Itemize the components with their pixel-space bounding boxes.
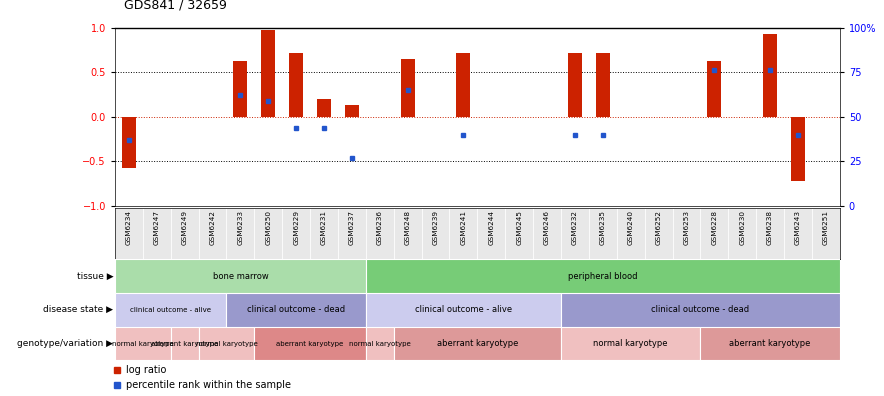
Text: GSM6233: GSM6233	[238, 210, 243, 246]
Bar	[171, 208, 199, 259]
Text: clinical outcome - dead: clinical outcome - dead	[247, 305, 346, 314]
Text: peripheral blood: peripheral blood	[568, 272, 637, 281]
Text: GDS841 / 32659: GDS841 / 32659	[124, 0, 226, 12]
Bar	[568, 53, 582, 117]
Bar	[728, 208, 756, 259]
Text: disease state ▶: disease state ▶	[43, 305, 113, 314]
Text: GSM6228: GSM6228	[712, 210, 717, 246]
Text: GSM6246: GSM6246	[544, 210, 550, 246]
Text: GSM6231: GSM6231	[321, 210, 327, 246]
Text: percentile rank within the sample: percentile rank within the sample	[126, 380, 291, 390]
Bar	[199, 208, 226, 259]
Bar	[756, 208, 784, 259]
Bar	[707, 61, 721, 117]
Text: GSM6232: GSM6232	[572, 210, 578, 246]
Bar	[400, 59, 415, 117]
Bar	[393, 208, 422, 259]
Text: GSM6247: GSM6247	[154, 210, 160, 246]
Bar	[233, 61, 248, 117]
Text: aberrant karyotype: aberrant karyotype	[151, 341, 218, 346]
Text: bone marrow: bone marrow	[212, 272, 268, 281]
Text: GSM6249: GSM6249	[181, 210, 187, 246]
Text: normal karyotype: normal karyotype	[593, 339, 668, 348]
Bar	[812, 208, 840, 259]
Bar	[506, 208, 533, 259]
Text: clinical outcome - alive: clinical outcome - alive	[130, 307, 211, 313]
Text: normal karyotype: normal karyotype	[195, 341, 257, 346]
Bar	[561, 327, 700, 360]
Text: GSM6234: GSM6234	[126, 210, 132, 246]
Text: GSM6238: GSM6238	[767, 210, 774, 246]
Bar	[366, 327, 393, 360]
Bar	[226, 208, 255, 259]
Bar	[393, 327, 561, 360]
Text: GSM6230: GSM6230	[739, 210, 745, 246]
Bar	[282, 208, 310, 259]
Text: genotype/variation ▶: genotype/variation ▶	[17, 339, 113, 348]
Bar	[289, 53, 303, 117]
Bar	[449, 208, 477, 259]
Bar	[115, 293, 226, 327]
Bar	[561, 293, 840, 327]
Text: aberrant karyotype: aberrant karyotype	[437, 339, 518, 348]
Bar	[477, 208, 506, 259]
Bar	[589, 208, 617, 259]
Text: GSM6244: GSM6244	[488, 210, 494, 246]
Text: GSM6248: GSM6248	[405, 210, 411, 246]
Text: GSM6242: GSM6242	[210, 210, 216, 246]
Text: GSM6236: GSM6236	[377, 210, 383, 246]
Text: clinical outcome - dead: clinical outcome - dead	[652, 305, 750, 314]
Bar	[422, 208, 449, 259]
Bar	[763, 34, 777, 117]
Bar	[366, 259, 840, 293]
Bar	[533, 208, 561, 259]
Text: log ratio: log ratio	[126, 365, 166, 375]
Bar	[317, 99, 331, 117]
Bar	[784, 208, 812, 259]
Text: GSM6243: GSM6243	[795, 210, 801, 246]
Text: tissue ▶: tissue ▶	[77, 272, 113, 281]
Bar	[700, 208, 728, 259]
Bar	[345, 105, 359, 117]
Bar	[199, 327, 255, 360]
Text: GSM6239: GSM6239	[432, 210, 438, 246]
Bar	[171, 327, 199, 360]
Text: GSM6237: GSM6237	[349, 210, 354, 246]
Bar	[310, 208, 338, 259]
Text: normal karyotype: normal karyotype	[349, 341, 411, 346]
Bar	[456, 53, 470, 117]
Bar	[338, 208, 366, 259]
Bar	[255, 208, 282, 259]
Bar	[115, 259, 366, 293]
Text: GSM6252: GSM6252	[656, 210, 661, 246]
Bar	[561, 208, 589, 259]
Text: GSM6253: GSM6253	[683, 210, 690, 246]
Text: aberrant karyotype: aberrant karyotype	[729, 339, 811, 348]
Bar	[366, 208, 393, 259]
Bar	[143, 208, 171, 259]
Bar	[115, 208, 143, 259]
Text: GSM6250: GSM6250	[265, 210, 271, 246]
Text: clinical outcome - alive: clinical outcome - alive	[415, 305, 512, 314]
Bar	[366, 293, 561, 327]
Text: GSM6235: GSM6235	[600, 210, 606, 246]
Text: normal karyotype: normal karyotype	[112, 341, 173, 346]
Text: GSM6241: GSM6241	[461, 210, 467, 246]
Bar	[596, 53, 610, 117]
Bar	[122, 117, 136, 168]
Bar	[700, 327, 840, 360]
Bar	[115, 327, 171, 360]
Bar	[617, 208, 644, 259]
Bar	[644, 208, 673, 259]
Bar	[791, 117, 805, 181]
Text: GSM6251: GSM6251	[823, 210, 829, 246]
Bar	[255, 327, 366, 360]
Text: GSM6245: GSM6245	[516, 210, 522, 246]
Text: GSM6229: GSM6229	[293, 210, 299, 246]
Text: GSM6240: GSM6240	[628, 210, 634, 246]
Text: aberrant karyotype: aberrant karyotype	[277, 341, 344, 346]
Bar	[673, 208, 700, 259]
Bar	[226, 293, 366, 327]
Bar	[262, 30, 275, 117]
